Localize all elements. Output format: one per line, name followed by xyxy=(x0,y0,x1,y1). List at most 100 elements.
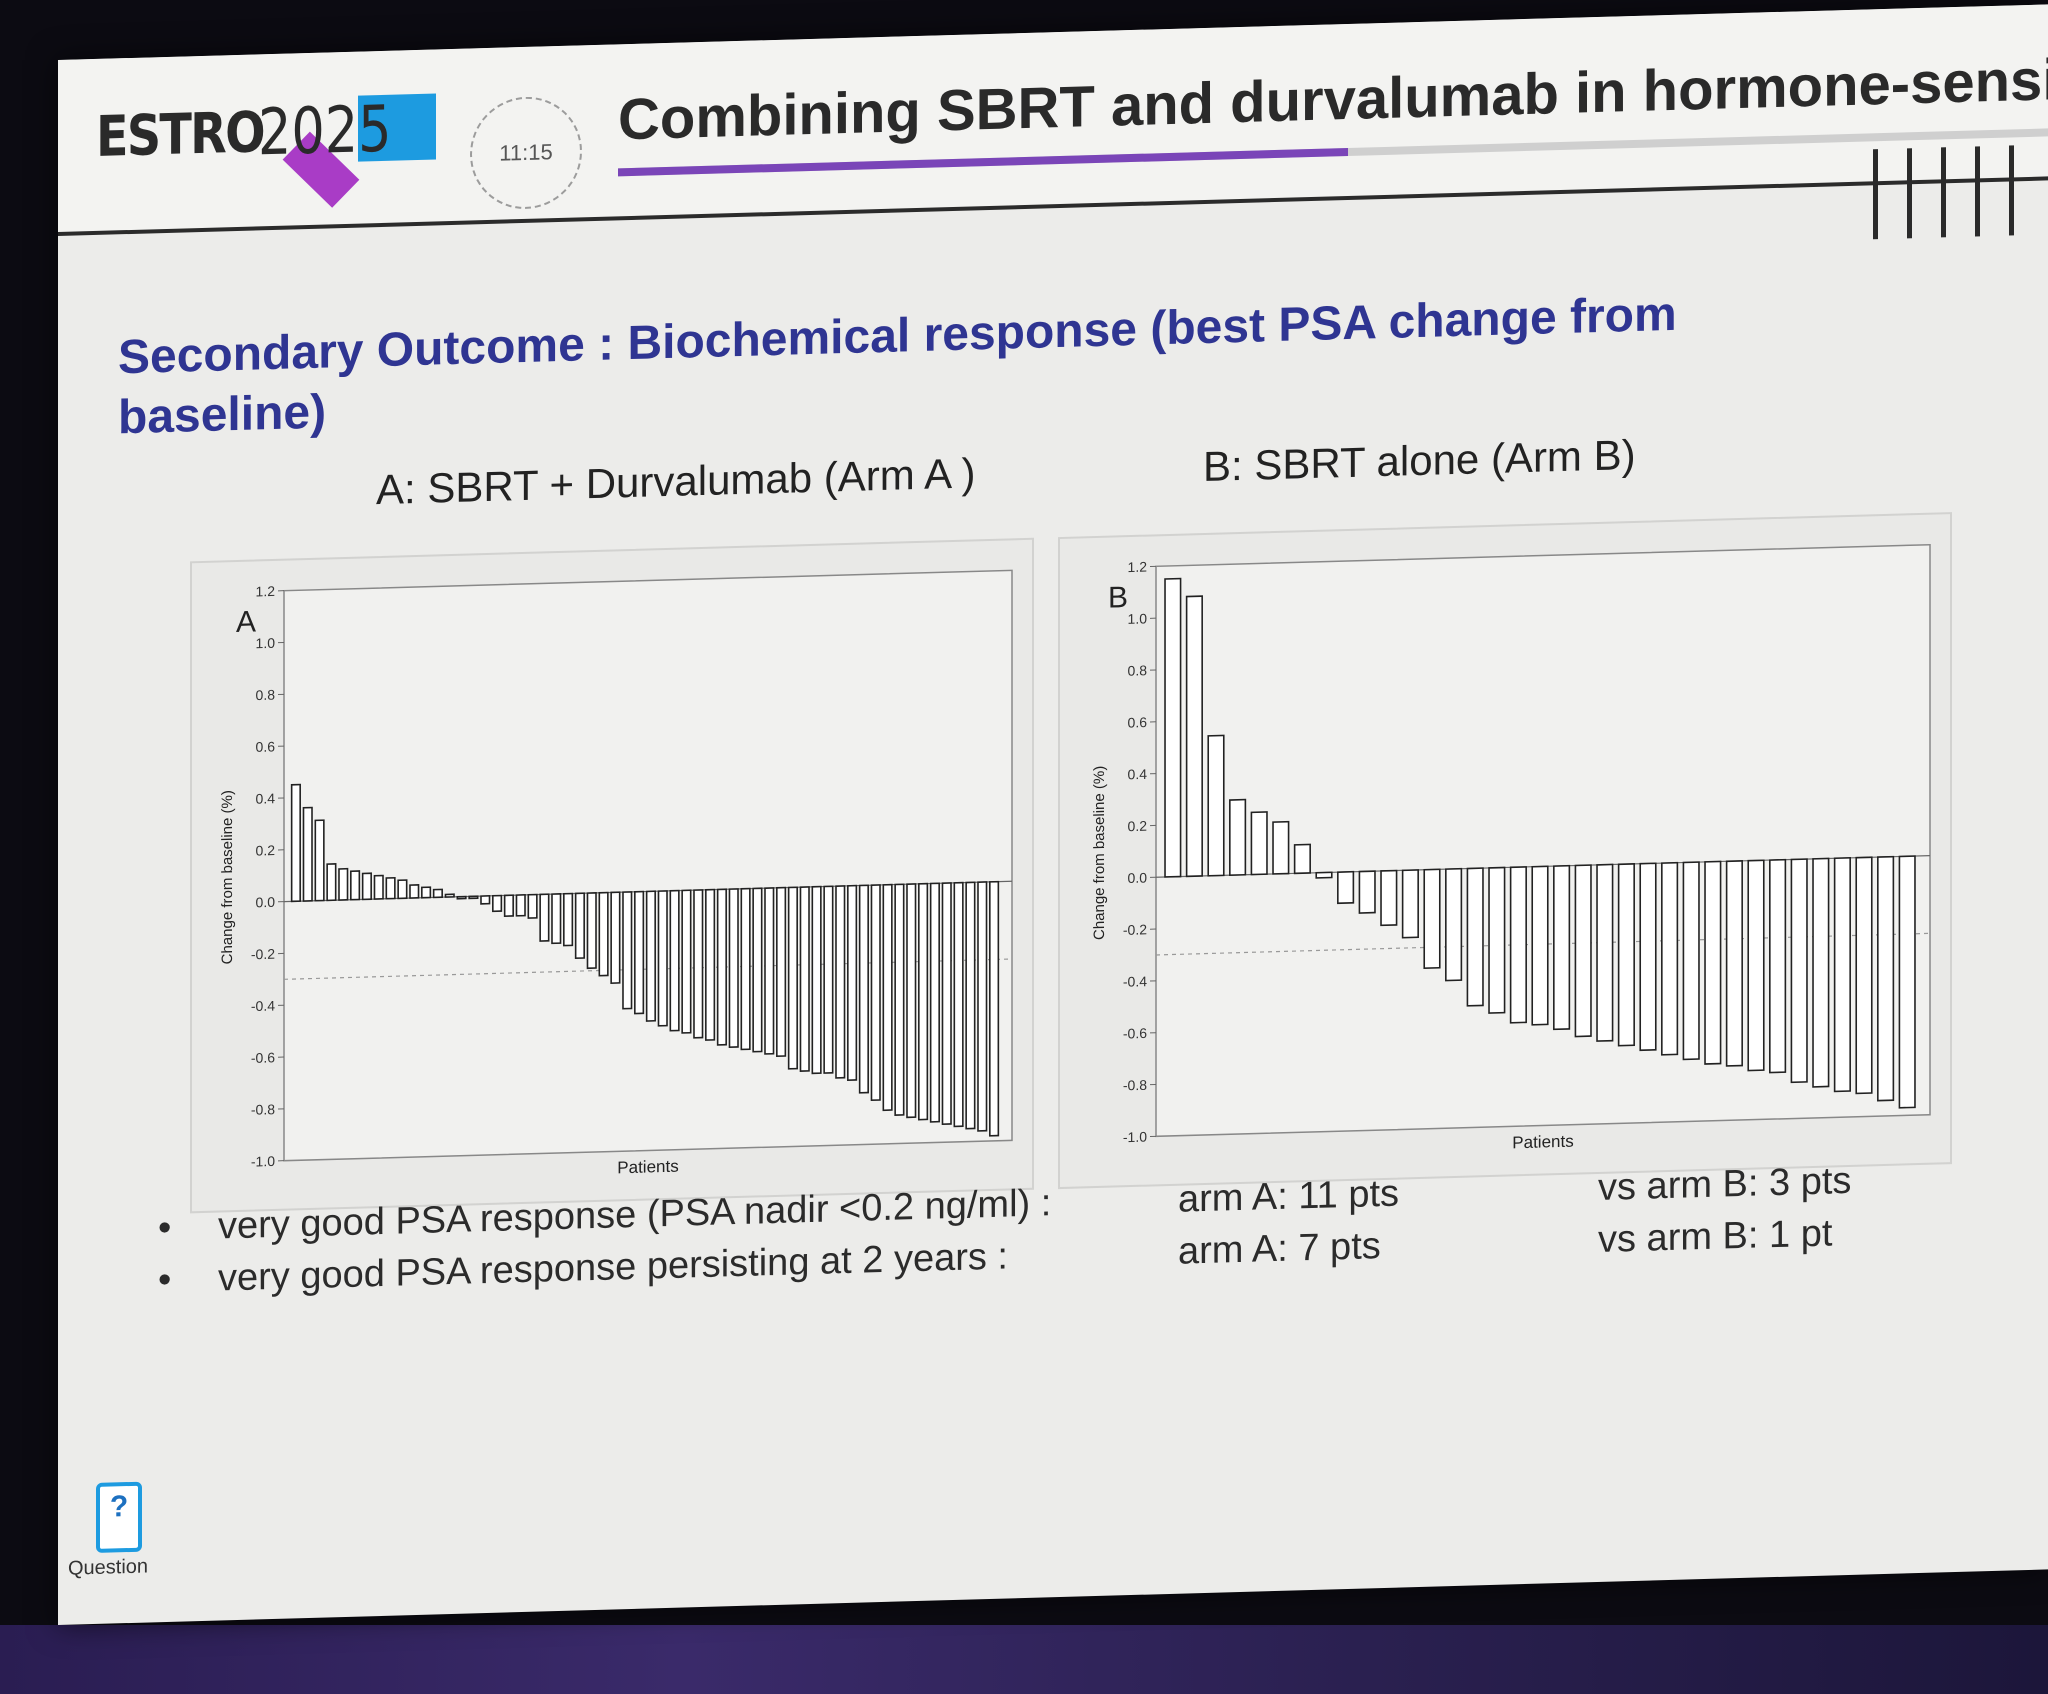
bar xyxy=(1596,863,1614,1042)
question-label: Question xyxy=(68,1555,149,1580)
bar xyxy=(858,884,869,1094)
chart-panel-b: 1.2 1.0 0.8 0.6 0.4 0.2 0.0 -0.2 -0.4 -0.6 -0.8 -1.… xyxy=(1058,512,1952,1190)
bar xyxy=(361,872,372,901)
y-tick-label: -1.0 xyxy=(251,1153,275,1170)
logo-text: ESTRO xyxy=(96,100,264,170)
bar xyxy=(574,892,585,960)
bar xyxy=(492,894,503,913)
bar xyxy=(539,893,550,942)
bar xyxy=(527,893,538,919)
section-heading: Secondary Outcome : Biochemical response… xyxy=(118,287,1677,445)
bar xyxy=(468,895,479,900)
bar xyxy=(977,881,988,1132)
bar xyxy=(586,892,597,970)
bar xyxy=(1531,865,1549,1026)
bar xyxy=(1855,856,1873,1095)
bar xyxy=(385,876,396,900)
panel-letter: A xyxy=(236,605,256,639)
bar xyxy=(515,894,526,917)
bar xyxy=(1682,861,1700,1061)
y-tick-label: 1.0 xyxy=(256,635,276,652)
y-tick-label: 1.2 xyxy=(256,583,276,600)
y-tick-label: 0.6 xyxy=(1128,714,1148,731)
bar xyxy=(1488,866,1506,1014)
bar xyxy=(326,863,337,902)
bar xyxy=(290,783,301,903)
presentation-slide: ESTRO 2025 11:15 Combining SBRT and durv… xyxy=(58,4,2048,1625)
bar xyxy=(1898,855,1916,1109)
bar xyxy=(705,888,716,1041)
bullet-dot: • xyxy=(158,1258,172,1302)
bar xyxy=(847,884,858,1081)
bar xyxy=(503,894,514,917)
bar xyxy=(728,888,739,1049)
bar xyxy=(1574,864,1592,1038)
chart-panel-a: 1.2 1.0 0.8 0.6 0.4 0.2 0.0 -0.2 -0.4 -0.6 -0.8 -1.… xyxy=(190,537,1034,1214)
bar xyxy=(1272,820,1290,875)
x-axis-label: Patients xyxy=(1512,1132,1573,1153)
bar xyxy=(302,806,313,902)
y-tick-label: 0.8 xyxy=(1128,662,1148,679)
bar xyxy=(1337,870,1355,905)
bar xyxy=(338,867,349,901)
bar xyxy=(1293,843,1311,875)
bar xyxy=(764,887,775,1055)
slide-header: ESTRO 2025 11:15 Combining SBRT and durv… xyxy=(58,4,2048,240)
bar xyxy=(835,885,846,1079)
y-tick-label: -1.0 xyxy=(1123,1129,1147,1146)
bar xyxy=(397,879,408,900)
question-button[interactable]: ? Question xyxy=(58,1467,178,1590)
bar xyxy=(965,881,976,1130)
bar xyxy=(1466,867,1484,1007)
bar xyxy=(882,883,893,1112)
bar xyxy=(634,890,645,1015)
y-tick-label: 1.2 xyxy=(1128,559,1148,576)
bar xyxy=(941,882,952,1125)
bar xyxy=(432,888,443,899)
bar xyxy=(811,885,822,1075)
bar xyxy=(1639,862,1657,1052)
bar xyxy=(929,882,940,1123)
y-tick-label: 0.8 xyxy=(256,687,276,704)
bar xyxy=(1401,869,1419,939)
bullet-arm-a: arm A: 7 pts xyxy=(1178,1225,1381,1273)
bar xyxy=(1790,858,1808,1084)
session-timer: 11:15 xyxy=(470,95,582,211)
bar xyxy=(918,882,929,1121)
bar xyxy=(598,891,609,977)
y-tick-label: -0.4 xyxy=(1123,973,1147,990)
y-tick-label: 0.2 xyxy=(256,842,276,859)
bar xyxy=(906,883,917,1119)
bar xyxy=(953,881,964,1128)
bar xyxy=(551,893,562,945)
bullet-arm-a: arm A: 11 pts xyxy=(1178,1172,1400,1221)
bar xyxy=(645,890,656,1022)
bar xyxy=(1661,861,1679,1056)
bar xyxy=(1725,860,1743,1067)
bar xyxy=(314,819,325,902)
y-tick-label: -0.8 xyxy=(1123,1077,1147,1094)
bar xyxy=(622,891,633,1010)
bar xyxy=(752,887,763,1053)
bar xyxy=(350,870,361,901)
y-tick-label: -0.6 xyxy=(251,1049,275,1066)
panel-a-title: A: SBRT + Durvalumab (Arm A ) xyxy=(376,449,976,514)
bar xyxy=(1315,871,1333,879)
bar xyxy=(1229,798,1247,876)
y-tick-label: 0.0 xyxy=(256,894,276,911)
estro-logo: ESTRO 2025 xyxy=(86,86,436,208)
panel-letter: B xyxy=(1108,581,1128,615)
question-mark: ? xyxy=(109,1490,129,1524)
bar xyxy=(1833,857,1851,1093)
y-tick-label: 0.4 xyxy=(256,790,276,807)
bar xyxy=(563,892,574,947)
bar xyxy=(1250,811,1268,876)
bar xyxy=(693,889,704,1039)
bar xyxy=(1164,577,1182,878)
y-axis-label: Change from baseline (%) xyxy=(1091,766,1108,941)
phone-question-icon: ? xyxy=(96,1481,142,1553)
bar xyxy=(456,895,467,900)
room-floor xyxy=(0,1625,2048,1694)
y-tick-label: -0.6 xyxy=(1123,1025,1147,1042)
y-tick-label: 0.2 xyxy=(1128,818,1148,835)
